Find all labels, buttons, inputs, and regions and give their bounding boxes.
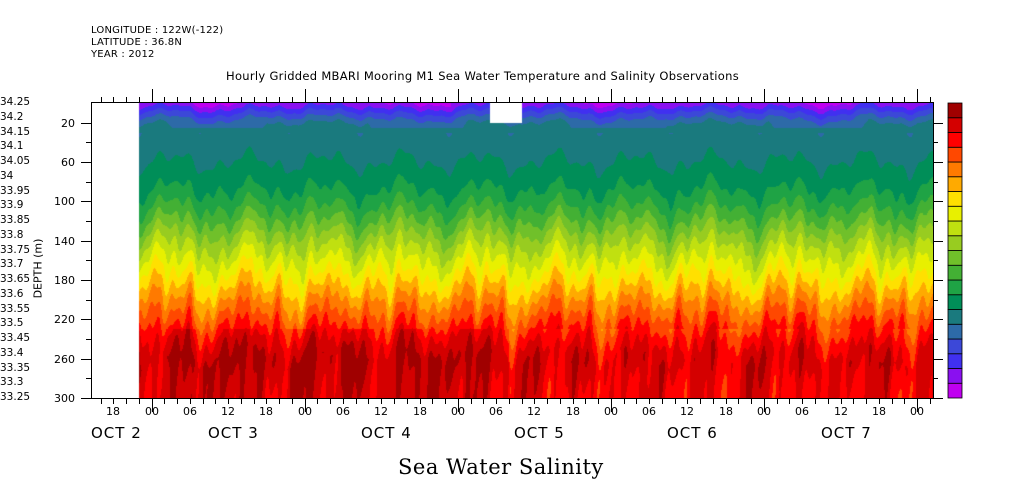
x-hour-label: 12 (680, 405, 694, 418)
colorbar-label: 33.35 (0, 362, 31, 374)
y-tick-label: 60 (61, 155, 75, 169)
x-day-label: OCT 2 (91, 424, 142, 442)
colorbar-label: 33.4 (0, 347, 24, 359)
y-tick-label: 20 (61, 116, 75, 130)
colorbar-label: 33.75 (0, 244, 31, 256)
x-day-label: OCT 6 (667, 424, 718, 442)
colorbar-swatch (947, 161, 963, 178)
colorbar-swatch (947, 117, 963, 133)
y-tick-label: 140 (54, 234, 75, 248)
y-tick-label: 100 (54, 194, 75, 208)
y-tick-label: 260 (54, 352, 75, 366)
x-hour-label: 12 (221, 405, 235, 418)
colorbar-swatch (947, 309, 963, 325)
x-hour-label: 12 (834, 405, 848, 418)
y-tick-label: 180 (54, 273, 75, 287)
longitude-label: LONGITUDE : 122W(-122) (91, 25, 224, 36)
x-hour-label: 00 (604, 405, 618, 418)
y-tick-label: 300 (54, 391, 75, 405)
colorbar-swatch (947, 323, 963, 340)
salinity-contour-field (91, 103, 933, 398)
x-hour-label: 18 (106, 405, 120, 418)
colorbar-label: 33.25 (0, 391, 31, 403)
colorbar-label: 33.55 (0, 303, 31, 315)
x-hour-label: 00 (757, 405, 771, 418)
colorbar-label: 34.25 (0, 96, 31, 108)
colorbar-swatch (947, 353, 963, 369)
colorbar-label: 33.5 (0, 317, 24, 329)
x-day-label: OCT 3 (208, 424, 259, 442)
colorbar-label: 34 (0, 170, 14, 182)
x-hour-label: 06 (183, 405, 197, 418)
colorbar-label: 33.45 (0, 332, 31, 344)
x-hour-label: 18 (259, 405, 273, 418)
colorbar-swatch (947, 102, 963, 119)
colorbar-swatch (947, 294, 963, 310)
x-hour-label: 18 (872, 405, 886, 418)
x-hour-label: 12 (527, 405, 541, 418)
colorbar-label: 34.05 (0, 155, 31, 167)
x-hour-label: 12 (374, 405, 388, 418)
x-day-label: OCT 5 (514, 424, 565, 442)
x-hour-label: 18 (566, 405, 580, 418)
x-hour-label: 06 (336, 405, 350, 418)
colorbar-label: 33.8 (0, 229, 24, 241)
colorbar-swatch (947, 264, 963, 281)
colorbar-label: 33.3 (0, 376, 24, 388)
colorbar-swatch (947, 368, 963, 384)
colorbar-label: 33.85 (0, 214, 31, 226)
colorbar-label: 33.7 (0, 258, 24, 270)
year-label: YEAR : 2012 (91, 49, 155, 60)
x-hour-label: 00 (451, 405, 465, 418)
x-hour-label: 06 (489, 405, 503, 418)
x-hour-label: 00 (298, 405, 312, 418)
colorbar-label: 34.15 (0, 126, 31, 138)
colorbar-swatch (947, 338, 963, 355)
x-day-label: OCT 4 (361, 424, 412, 442)
chart-title: Hourly Gridded MBARI Mooring M1 Sea Wate… (226, 69, 740, 83)
colorbar-label: 33.65 (0, 273, 31, 285)
colorbar-swatch (947, 146, 963, 163)
colorbar-swatch (947, 279, 963, 296)
colorbar-label: 33.9 (0, 199, 24, 211)
colorbar-label: 33.6 (0, 288, 24, 300)
x-hour-label: 18 (413, 405, 427, 418)
colorbar-swatch (947, 132, 963, 148)
colorbar-label: 33.95 (0, 185, 31, 197)
colorbar-swatch (947, 220, 963, 237)
latitude-label: LATITUDE : 36.8N (91, 37, 183, 48)
plot-frame (91, 102, 934, 399)
x-hour-label: 00 (910, 405, 924, 418)
x-hour-label: 00 (145, 405, 159, 418)
colorbar-swatch (947, 191, 963, 207)
colorbar-swatch (947, 250, 963, 266)
variable-label: Sea Water Salinity (398, 455, 604, 479)
x-day-label: OCT 7 (821, 424, 872, 442)
x-hour-label: 06 (642, 405, 656, 418)
colorbar-label: 34.1 (0, 140, 24, 152)
colorbar-label: 34.2 (0, 111, 24, 123)
x-hour-label: 06 (795, 405, 809, 418)
colorbar-swatch (947, 176, 963, 192)
x-hour-label: 18 (719, 405, 733, 418)
colorbar-swatch (947, 205, 963, 222)
colorbar-swatch (947, 235, 963, 251)
colorbar-swatch (947, 382, 963, 399)
y-tick-label: 220 (54, 312, 75, 326)
